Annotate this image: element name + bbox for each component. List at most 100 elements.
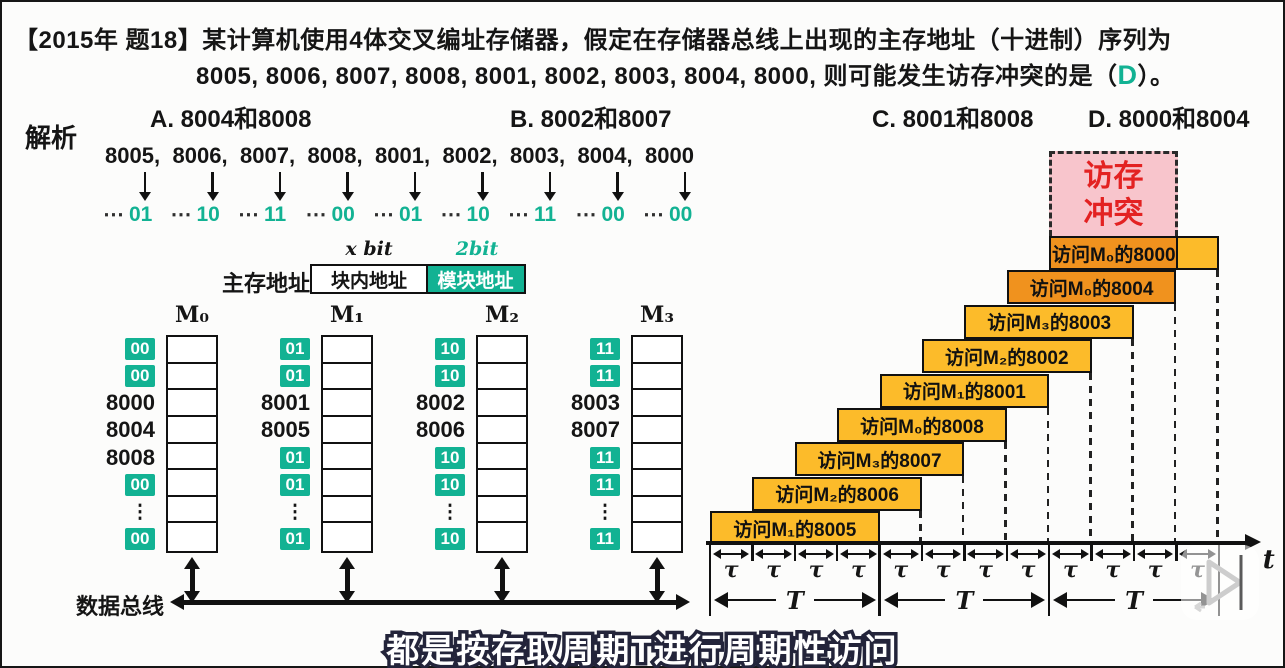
question-line-2-tail: ）。 <box>1137 63 1175 90</box>
down-arrow-icon <box>476 172 489 202</box>
module-cell <box>168 470 216 497</box>
arrow-line <box>933 552 954 556</box>
tau-label: τ <box>850 557 866 583</box>
tau-label: τ <box>978 557 993 583</box>
sequence-number: 8005, <box>105 143 161 168</box>
tau-tick <box>751 543 754 561</box>
dashed-drop-line <box>1216 270 1219 543</box>
timing-bar-label: 访问M₃的8003 <box>987 313 1112 335</box>
tau-label: τ <box>1062 557 1078 583</box>
sequence-low-bits: ⋯ 01 <box>103 202 152 227</box>
module-bits-label: 2bit <box>455 238 499 260</box>
low-bits-value: 10 <box>196 203 220 226</box>
module-number-badge: 11 <box>590 446 620 469</box>
low-bits-value: 11 <box>534 203 557 226</box>
block-address-field: 块内地址 <box>310 264 428 294</box>
arrow-left-head <box>1053 592 1068 608</box>
low-bits-value: 01 <box>129 203 153 226</box>
arrow-left-head <box>1009 549 1018 559</box>
arrow-line <box>805 552 827 556</box>
module-label-column: 00 00 8000 8004 8008 00 ⋮ 00 <box>48 335 160 553</box>
conflict-text-line1: 访存 <box>1083 160 1144 193</box>
module-number-badge: 01 <box>280 337 310 360</box>
down-arrow-icon <box>341 172 354 202</box>
module-cell <box>478 444 526 471</box>
arrow-right-head <box>953 549 962 559</box>
data-bus-arrow-icon <box>170 594 690 610</box>
ellipsis-dots: ⋯ <box>575 203 597 226</box>
period-label: T <box>1125 585 1143 615</box>
arrow-right-head <box>995 549 1004 559</box>
tau-segment: τ <box>1049 545 1091 585</box>
tau-label: τ <box>808 557 824 583</box>
timing-bar-label: 访问M₂的8002 <box>945 347 1069 369</box>
module-table <box>166 335 218 553</box>
module-number-badge: 01 <box>280 528 310 551</box>
tau-segment: τ <box>1007 545 1049 585</box>
module-cell <box>633 444 681 471</box>
module-label-row: 01 <box>203 362 315 389</box>
module-cell <box>168 337 216 364</box>
down-arrow-icon <box>611 172 624 202</box>
module-cell <box>633 417 681 444</box>
module-cell <box>478 337 526 364</box>
module-label-row: 01 <box>203 471 315 498</box>
module-cell <box>168 444 216 471</box>
arrow-right-head <box>1165 549 1174 559</box>
period-label: T <box>785 585 804 615</box>
arrow-line <box>1060 552 1081 556</box>
dashed-drop-line <box>1173 304 1177 543</box>
tau-label: τ <box>893 557 909 583</box>
sequence-number: 8001, <box>375 143 431 168</box>
arrow-left-head <box>883 592 898 608</box>
module-label-row: 8003 <box>513 390 625 417</box>
module-label-row: 00 <box>48 362 160 389</box>
module-header: M₁ <box>330 302 364 328</box>
module-cell <box>323 417 371 444</box>
module-label-row: 8004 <box>48 417 160 444</box>
dashed-drop-line <box>1089 373 1092 543</box>
module-header: M₀ <box>175 302 209 328</box>
tau-segment: τ <box>1092 545 1134 585</box>
sequence-low-bits: ⋯ 00 <box>576 202 625 227</box>
tau-segment: τ <box>710 545 752 585</box>
module-cell <box>323 337 371 364</box>
tau-segment: τ <box>964 545 1006 585</box>
tau-segment: τ <box>795 545 837 585</box>
tau-arrow-icon <box>797 549 835 559</box>
sequence-low-bits: ⋯ 11 <box>238 202 286 227</box>
down-arrow-icon <box>274 172 286 202</box>
module-number-badge: 00 <box>125 528 155 551</box>
analysis-label: 解析 <box>25 123 78 153</box>
tau-arrow-icon <box>1052 549 1089 559</box>
down-arrow-icon <box>139 172 151 202</box>
period-boundary-tick <box>1048 543 1051 616</box>
play-button[interactable] <box>1181 545 1259 620</box>
tau-segment: τ <box>922 545 964 585</box>
tau-tick <box>963 543 966 561</box>
sequence-number: 8002, <box>442 143 498 168</box>
module-cell <box>633 523 681 550</box>
sequence-number: 8008, <box>307 143 363 168</box>
arrow-right-head <box>1080 549 1089 559</box>
timing-bar-label: 访问M₁的8001 <box>902 382 1026 404</box>
module-number-badge: 11 <box>590 337 620 360</box>
period-segment: T <box>883 586 1046 615</box>
module-cell <box>633 364 681 391</box>
ellipsis-dots: ⋯ <box>373 203 394 226</box>
tau-segment: τ <box>880 545 922 585</box>
period-segment: T <box>714 586 876 615</box>
down-arrow-shaft <box>211 172 214 193</box>
module-table <box>631 335 683 553</box>
timing-bar: 访问M₀的8004 <box>1006 270 1177 305</box>
ellipsis-dots: ⋯ <box>440 203 462 226</box>
arrow-left-head <box>840 549 849 559</box>
module-number-badge: 10 <box>435 337 465 360</box>
module-cell <box>633 497 681 524</box>
down-arrow-icon <box>679 172 691 202</box>
low-bits-value: 11 <box>264 203 287 226</box>
arrow-left-head <box>882 549 891 559</box>
sequence-low-bits: ⋯ 11 <box>508 202 556 227</box>
sequence-number: 8000 <box>645 143 694 168</box>
sequence-number: 8006, <box>172 143 228 168</box>
